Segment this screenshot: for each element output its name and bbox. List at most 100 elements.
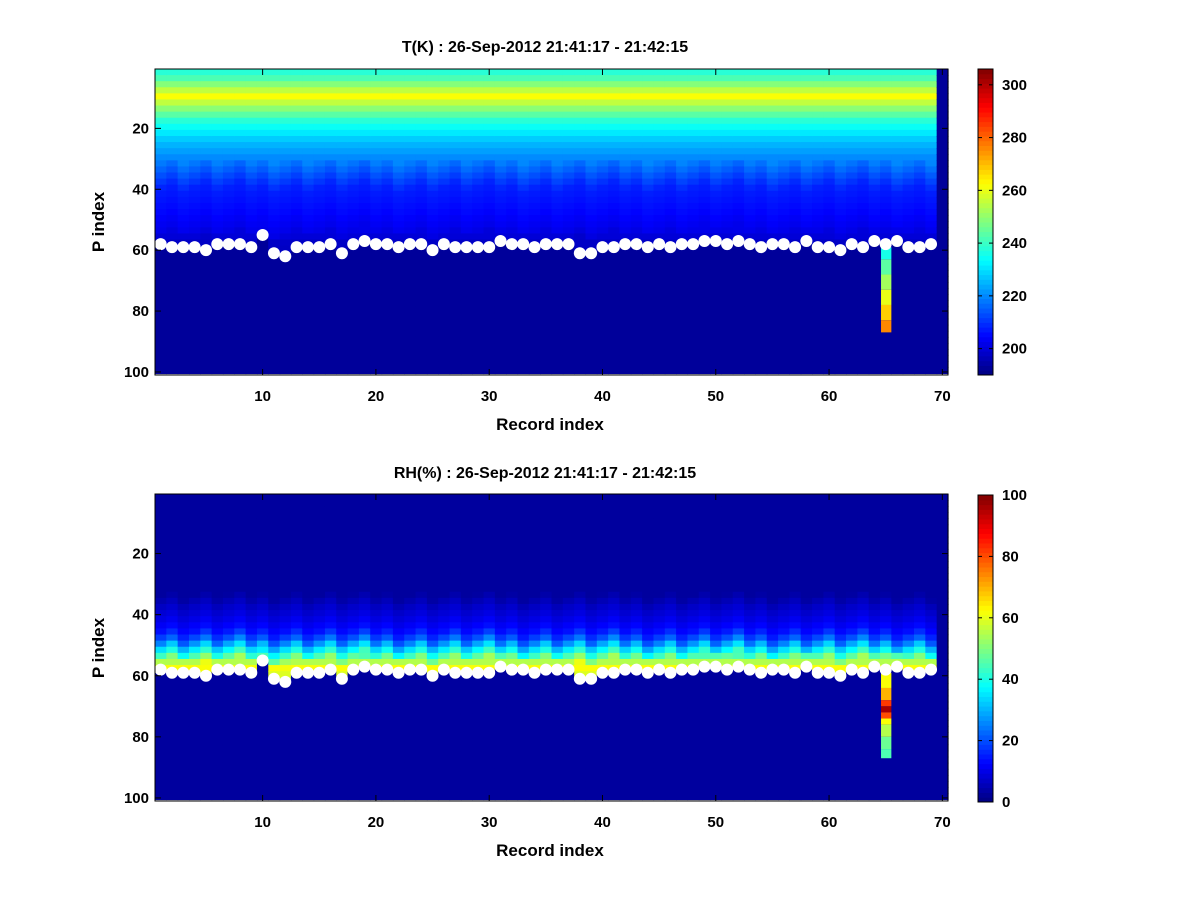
heat-cell bbox=[630, 105, 643, 113]
heat-cell bbox=[404, 787, 417, 794]
heat-cell bbox=[585, 81, 598, 88]
heat-cell bbox=[324, 658, 337, 666]
heat-cell bbox=[925, 361, 938, 368]
heat-cell bbox=[925, 111, 938, 119]
heat-cell bbox=[279, 135, 292, 143]
heat-cell bbox=[188, 536, 201, 544]
heat-cell bbox=[766, 361, 779, 368]
heat-cell bbox=[642, 81, 655, 88]
heat-cell bbox=[653, 257, 666, 265]
heat-cell bbox=[313, 585, 326, 593]
heat-cell bbox=[472, 135, 485, 143]
heat-cell bbox=[755, 190, 768, 198]
colorbar-swatch bbox=[978, 336, 993, 343]
heat-cell bbox=[755, 105, 768, 113]
heat-cell bbox=[222, 689, 235, 697]
heat-cell bbox=[234, 349, 247, 356]
heat-cell bbox=[846, 123, 858, 131]
heat-cell bbox=[812, 251, 824, 259]
heat-cell bbox=[336, 196, 349, 204]
heat-cell bbox=[347, 209, 360, 216]
heat-cell bbox=[188, 178, 201, 186]
heat-cell bbox=[619, 282, 632, 289]
heat-cell bbox=[256, 117, 269, 125]
heat-cell bbox=[370, 695, 383, 703]
heat-cell bbox=[256, 665, 269, 672]
heat-cell bbox=[155, 518, 167, 526]
heat-cell bbox=[155, 768, 167, 776]
heat-cell bbox=[902, 355, 915, 362]
heat-cell bbox=[166, 93, 179, 101]
heat-cell bbox=[313, 166, 326, 174]
heat-cell bbox=[256, 105, 269, 113]
heat-cell bbox=[347, 640, 360, 648]
heat-cell bbox=[914, 190, 926, 198]
heat-cell bbox=[868, 367, 881, 375]
heat-cell bbox=[449, 269, 462, 277]
heat-cell bbox=[279, 215, 292, 222]
heat-cell bbox=[540, 221, 553, 228]
heat-cell bbox=[313, 69, 326, 76]
heat-cell bbox=[404, 683, 417, 691]
heat-cell bbox=[880, 166, 892, 174]
heat-cell bbox=[744, 209, 757, 216]
heat-cell bbox=[166, 542, 179, 550]
heat-cell bbox=[358, 793, 371, 801]
heat-cell bbox=[268, 640, 281, 648]
heat-cell bbox=[268, 726, 281, 733]
heat-cell bbox=[834, 227, 847, 235]
x-tick-label: 10 bbox=[254, 388, 271, 405]
heat-cell bbox=[755, 306, 768, 314]
heat-cell bbox=[211, 367, 224, 375]
heat-cell bbox=[256, 294, 269, 301]
heat-cell bbox=[778, 135, 790, 143]
heat-cell bbox=[846, 148, 858, 155]
heat-cell bbox=[483, 172, 496, 180]
heat-cell bbox=[438, 603, 451, 611]
heat-cell bbox=[585, 300, 598, 308]
heat-cell bbox=[404, 652, 417, 660]
heat-cell bbox=[596, 154, 609, 161]
heat-cell bbox=[222, 646, 235, 654]
heat-cell bbox=[494, 221, 507, 228]
heat-cell bbox=[302, 209, 315, 216]
surface-point bbox=[777, 238, 790, 251]
heat-cell bbox=[313, 148, 326, 155]
heat-cell bbox=[222, 579, 235, 587]
heat-cell bbox=[766, 129, 779, 137]
heat-cell bbox=[245, 75, 258, 82]
heat-cell bbox=[800, 160, 813, 168]
heat-cell bbox=[710, 355, 723, 362]
heat-cell bbox=[857, 93, 870, 101]
heat-cell bbox=[778, 99, 790, 107]
heat-cell bbox=[868, 172, 881, 180]
heat-cell bbox=[630, 172, 643, 180]
heat-cell bbox=[256, 732, 269, 739]
heat-cell bbox=[188, 154, 201, 161]
heat-cell bbox=[234, 616, 247, 623]
heat-cell bbox=[857, 227, 870, 235]
heat-cell bbox=[710, 294, 723, 301]
heat-cell bbox=[381, 585, 394, 593]
heat-cell bbox=[234, 610, 247, 617]
heat-cell bbox=[551, 251, 564, 259]
heat-cell bbox=[324, 720, 337, 727]
heat-cell bbox=[744, 330, 757, 338]
heat-cell bbox=[268, 573, 281, 581]
heat-cell bbox=[880, 99, 892, 107]
heat-cell bbox=[800, 330, 813, 338]
heat-cell bbox=[222, 154, 235, 161]
heat-cell bbox=[177, 184, 190, 192]
heat-cell bbox=[222, 652, 235, 660]
heat-cell bbox=[472, 324, 485, 332]
heat-cell bbox=[438, 579, 451, 587]
heat-cell bbox=[551, 75, 564, 82]
heat-cell bbox=[608, 318, 621, 326]
heat-cell bbox=[279, 306, 292, 314]
heat-cell bbox=[449, 196, 462, 204]
heat-cell bbox=[540, 93, 553, 101]
heat-cell bbox=[234, 591, 247, 599]
heat-cell bbox=[268, 129, 281, 137]
heat-cell bbox=[279, 732, 292, 739]
heat-cell bbox=[789, 294, 802, 301]
